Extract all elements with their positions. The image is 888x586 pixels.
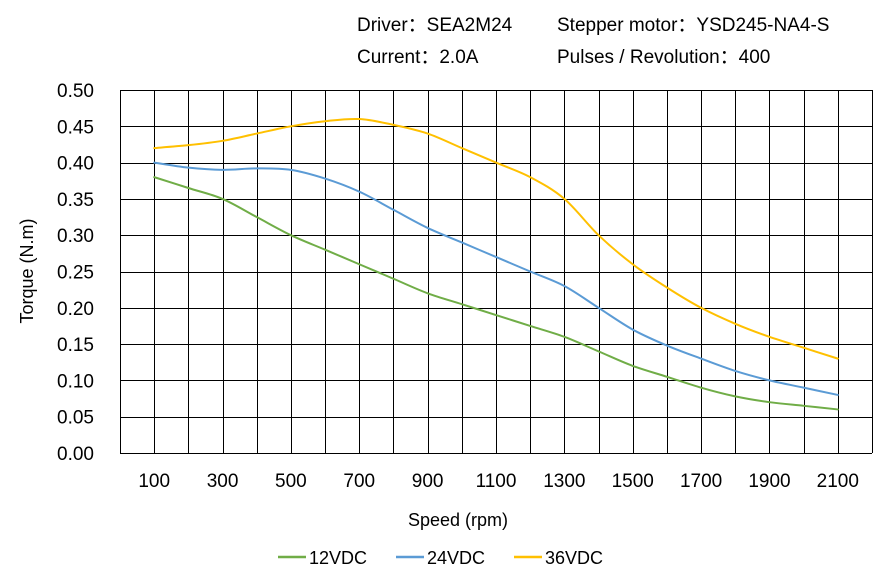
x-tick-label: 100 — [138, 471, 170, 492]
header-motor: Stepper motor：YSD245-NA4-S — [557, 15, 829, 36]
x-tick-label: 2100 — [817, 471, 859, 492]
x-tick-label: 1700 — [680, 471, 722, 492]
y-tick-label: 0.00 — [57, 444, 94, 465]
x-tick-label: 700 — [343, 471, 375, 492]
header-pulses: Pulses / Revolution：400 — [557, 47, 770, 68]
y-tick-label: 0.45 — [57, 117, 94, 138]
y-tick-label: 0.20 — [57, 299, 94, 320]
y-tick-label: 0.50 — [57, 81, 94, 102]
y-tick-label: 0.30 — [57, 226, 94, 247]
x-tick-label: 1100 — [476, 471, 517, 492]
y-tick-labels: 0.00 0.05 0.10 0.15 0.20 0.25 0.30 0.35 0.40 0.45… — [57, 81, 94, 465]
x-tick-label: 1300 — [543, 471, 585, 492]
series-line-36vdc — [153, 117, 839, 360]
x-tick-label: 1500 — [612, 471, 654, 492]
y-tick-label: 0.05 — [57, 408, 94, 429]
header-driver: Driver：SEA2M24 — [357, 15, 513, 36]
series-line-24vdc — [153, 161, 839, 396]
legend-label-36vdc: 36VDC — [545, 548, 603, 568]
y-tick-label: 0.40 — [57, 154, 94, 175]
y-tick-label: 0.25 — [57, 263, 94, 284]
legend-label-12vdc: 12VDC — [309, 548, 367, 568]
x-tick-labels: 100 300 500 700 900 1100 1300 1500 1700 1900 2100 — [138, 471, 859, 492]
header-current: Current：2.0A — [357, 47, 479, 68]
x-tick-label: 300 — [207, 471, 239, 492]
series-line-12vdc — [153, 176, 839, 411]
series-lines — [153, 117, 839, 411]
y-tick-label: 0.35 — [57, 190, 94, 211]
x-tick-label: 900 — [412, 471, 444, 492]
y-tick-label: 0.15 — [57, 335, 94, 356]
x-tick-label: 500 — [275, 471, 307, 492]
y-axis-title: Torque (N.m) — [17, 218, 37, 323]
legend: 12VDC 24VDC 36VDC — [278, 548, 603, 568]
x-tick-label: 1900 — [748, 471, 790, 492]
legend-label-24vdc: 24VDC — [427, 548, 485, 568]
x-axis-title: Speed (rpm) — [408, 510, 508, 530]
y-tick-label: 0.10 — [57, 371, 94, 392]
